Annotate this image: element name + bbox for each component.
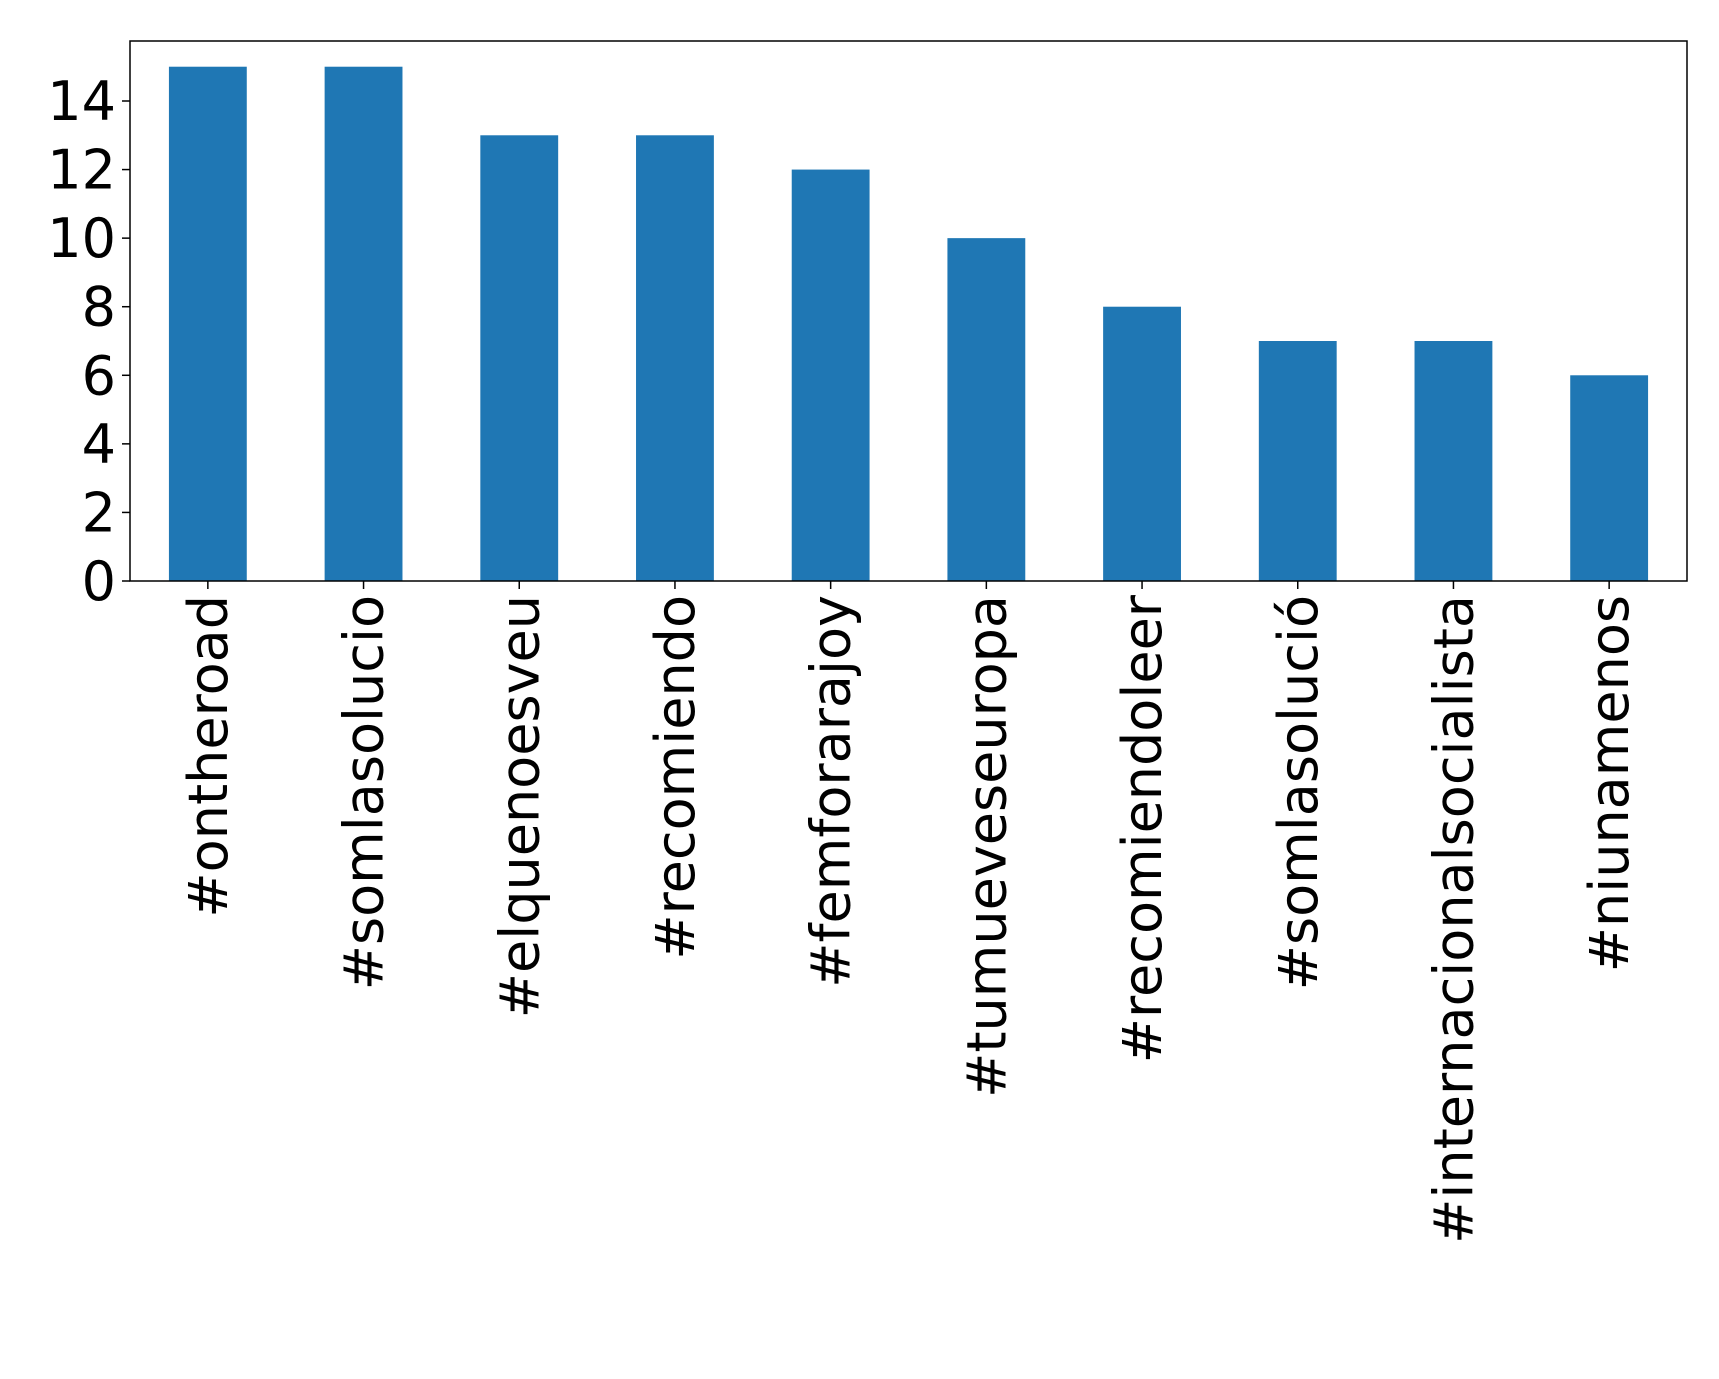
- x-tick-label: #femforarajoy: [800, 595, 863, 988]
- y-tick-label: 4: [82, 413, 116, 476]
- x-tick-label: #somlasolucio: [333, 595, 396, 990]
- bar: [791, 169, 870, 582]
- x-tick-label: #tumueveseuropa: [955, 595, 1018, 1098]
- y-tick-label: 14: [47, 70, 116, 133]
- bar: [1570, 375, 1649, 581]
- bar: [636, 135, 714, 582]
- x-tick-label: #somlasolució: [1267, 595, 1330, 990]
- bar: [168, 66, 247, 581]
- bar: [324, 66, 403, 581]
- bar: [1103, 306, 1181, 581]
- bar: [480, 135, 559, 582]
- x-tick-label: #recomiendoleer: [1111, 594, 1174, 1063]
- y-tick-label: 8: [82, 276, 116, 339]
- x-tick-label: #elquenoesveu: [488, 595, 551, 1018]
- bar: [1258, 341, 1337, 581]
- y-tick-label: 2: [82, 481, 116, 544]
- x-tick-label: #internacionalsocialista: [1422, 595, 1485, 1244]
- bar: [947, 238, 1026, 581]
- x-tick-label: #niunamenos: [1578, 595, 1641, 972]
- bar: [1414, 341, 1493, 581]
- x-tick-label: #recomiendo: [644, 595, 707, 960]
- x-tick-label: #ontheroad: [177, 595, 240, 918]
- y-tick-label: 6: [82, 344, 116, 407]
- y-tick-label: 12: [47, 139, 116, 202]
- y-tick-label: 0: [82, 550, 116, 613]
- y-tick-label: 10: [47, 207, 116, 270]
- plot-frame: [129, 40, 1688, 582]
